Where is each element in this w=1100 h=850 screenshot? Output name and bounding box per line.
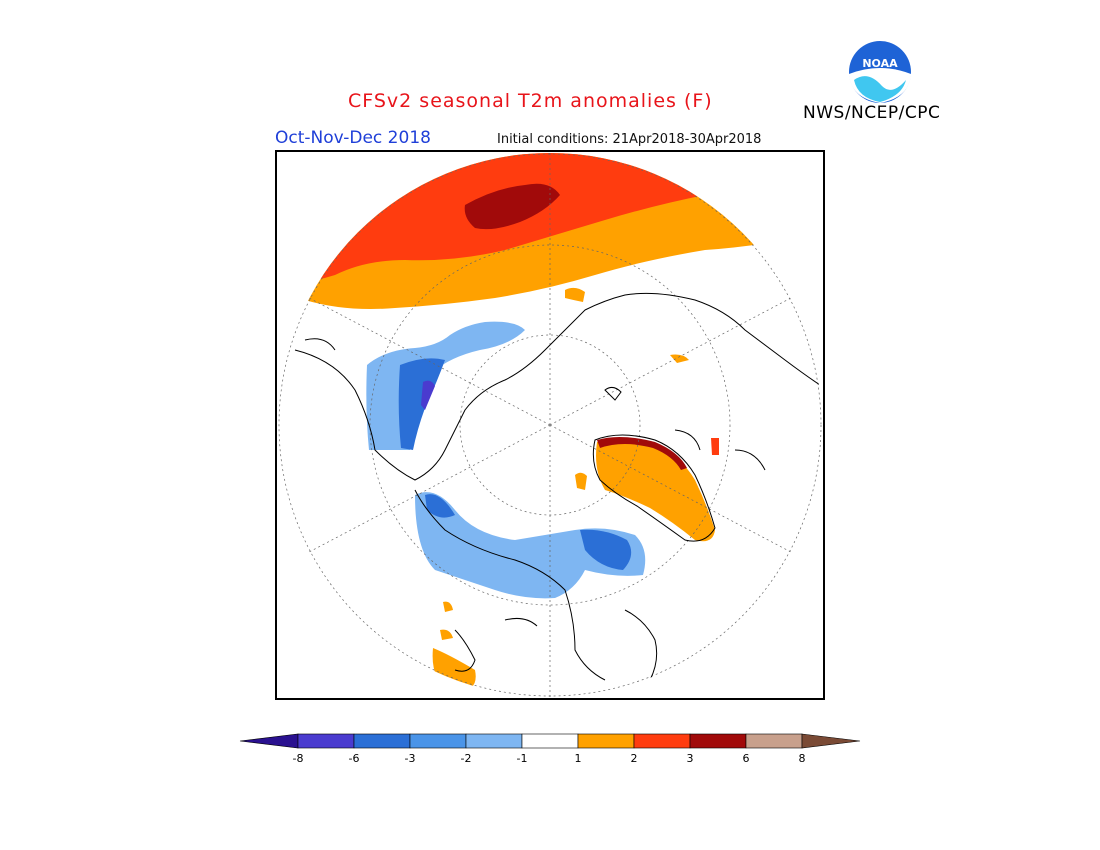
colorbar-swatch (353, 733, 411, 749)
colorbar-tick-label: -2 (461, 752, 472, 765)
colorbar-swatch (745, 733, 803, 749)
colorbar-tick-label: 8 (799, 752, 806, 765)
colorbar-swatch (801, 733, 861, 749)
colorbar-tick-label: 1 (575, 752, 582, 765)
colorbar-swatch (577, 733, 635, 749)
forecast-period: Oct-Nov-Dec 2018 (275, 128, 431, 148)
cool-anomaly-canada (415, 492, 646, 599)
chart-title: CFSv2 seasonal T2m anomalies (F) (348, 90, 713, 112)
coastline-north-america (414, 489, 606, 681)
warm-anomaly-greenland-edge (597, 436, 687, 470)
colorbar-swatch (689, 733, 747, 749)
organization-label: NWS/NCEP/CPC (803, 103, 941, 123)
colorbar-swatch (297, 733, 355, 749)
colorbar-swatch (239, 733, 299, 749)
colorbar-tick-label: 3 (687, 752, 694, 765)
coastline-eurasia (294, 292, 821, 481)
colorbar-tick-label: 6 (743, 752, 750, 765)
map-frame (275, 150, 825, 700)
coastline-greenland (592, 434, 716, 542)
colorbar-swatch (633, 733, 691, 749)
colorbar-tick-label: -6 (349, 752, 360, 765)
initial-conditions: Initial conditions: 21Apr2018-30Apr2018 (497, 132, 762, 147)
colorbar-tick-label: 2 (631, 752, 638, 765)
warm-anomaly-pacific-max (464, 183, 560, 230)
colorbar-tick-label: -1 (517, 752, 528, 765)
colorbar-swatch (409, 733, 467, 749)
colorbar-swatch (465, 733, 523, 749)
colorbar-tick-label: -3 (405, 752, 416, 765)
logo-text: NOAA (862, 57, 898, 70)
anomaly-map (275, 150, 825, 700)
noaa-logo: NOAA (849, 41, 911, 103)
colorbar: -8 -6 -3 -2 -1 1 2 3 6 8 (239, 733, 861, 765)
colorbar-tick-label: -8 (293, 752, 304, 765)
colorbar-swatch (521, 733, 579, 749)
